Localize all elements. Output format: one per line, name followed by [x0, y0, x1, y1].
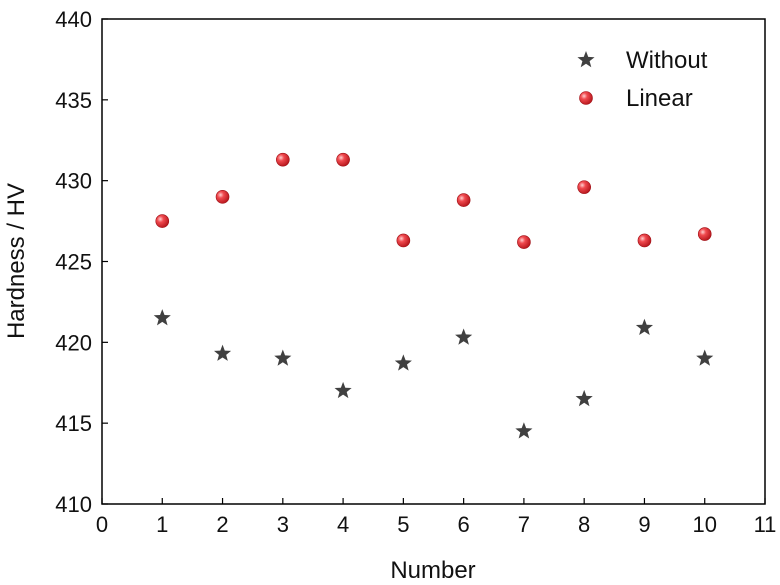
x-tick-label: 0 — [96, 512, 108, 537]
data-point-linear — [336, 152, 350, 167]
data-point-linear — [276, 152, 290, 167]
x-axis: 0 1 2 3 4 5 6 7 8 9 10 11 — [96, 498, 777, 537]
data-point-without — [575, 389, 593, 407]
legend-marker-linear — [579, 91, 593, 105]
legend-label-linear: Linear — [626, 85, 693, 112]
legend: Without Linear — [577, 47, 708, 112]
x-tick-label: 9 — [638, 512, 650, 537]
x-axis-label: Number — [390, 557, 475, 584]
x-tick-label: 8 — [578, 512, 590, 537]
x-tick-label: 7 — [518, 512, 530, 537]
x-tick-label: 4 — [337, 512, 349, 537]
data-point-without — [274, 349, 292, 366]
legend-label-without: Without — [626, 47, 708, 74]
x-tick-label: 2 — [216, 512, 228, 537]
data-point-without — [394, 354, 412, 371]
x-tick-label: 1 — [156, 512, 168, 537]
x-tick-label: 3 — [277, 512, 289, 537]
data-point-without — [213, 344, 232, 361]
data-point-without — [153, 309, 171, 326]
x-tick-label: 10 — [692, 512, 716, 537]
data-point-without — [515, 422, 533, 439]
data-point-linear — [517, 235, 531, 249]
x-tick-label: 5 — [397, 512, 409, 537]
y-tick-label: 425 — [55, 250, 92, 275]
y-tick-label: 440 — [55, 7, 92, 32]
y-tick-label: 430 — [55, 169, 92, 194]
data-point-without — [635, 318, 654, 336]
y-tick-label: 435 — [55, 88, 92, 113]
y-tick-label: 415 — [55, 411, 92, 436]
data-point-linear — [155, 214, 170, 228]
data-point-linear — [215, 190, 230, 204]
x-tick-label: 11 — [754, 512, 777, 537]
y-tick-label: 410 — [55, 492, 92, 517]
y-axis: 410 415 420 425 430 435 440 — [55, 7, 108, 517]
data-point-without — [696, 349, 714, 366]
data-point-without — [455, 328, 473, 345]
data-point-linear — [697, 227, 712, 241]
data-points — [153, 152, 714, 439]
data-point-linear — [396, 233, 411, 248]
data-point-linear — [637, 233, 652, 248]
x-tick-label: 6 — [458, 512, 470, 537]
y-axis-label: Hardness / HV — [3, 183, 30, 339]
data-point-without — [334, 381, 352, 399]
legend-marker-without — [577, 51, 595, 68]
data-point-linear — [456, 193, 471, 207]
y-tick-label: 420 — [55, 330, 92, 355]
data-point-linear — [577, 180, 591, 194]
